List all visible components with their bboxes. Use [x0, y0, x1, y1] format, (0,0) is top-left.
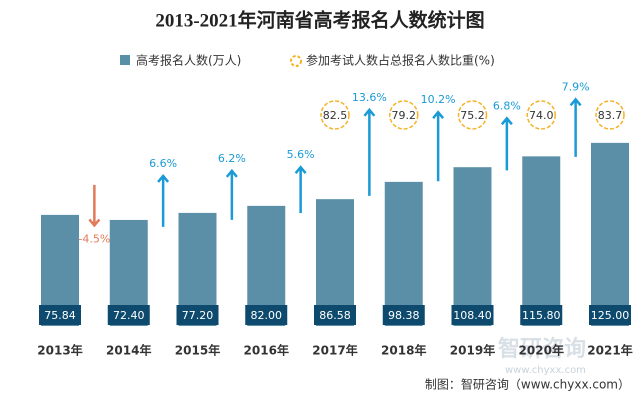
x-tick-label: 2017年: [312, 343, 357, 358]
growth-arrow: [157, 173, 170, 227]
growth-arrow: [500, 116, 513, 171]
growth-label: 6.6%: [149, 157, 177, 170]
value-label: 108.40: [453, 309, 492, 322]
value-label: 75.84: [44, 309, 76, 322]
growth-label: 10.2%: [421, 93, 456, 106]
value-label: 77.20: [182, 309, 214, 322]
growth-arrow: [432, 110, 445, 182]
value-label-box: [451, 305, 494, 325]
x-tick-label: 2015年: [175, 343, 220, 358]
growth-label: 6.2%: [218, 152, 246, 165]
growth-arrow: [225, 168, 238, 220]
value-label: 98.38: [388, 309, 420, 322]
growth-arrow: [363, 107, 376, 196]
value-label: 125.00: [591, 309, 630, 322]
bar: [591, 142, 629, 326]
x-tick-label: 2014年: [106, 343, 151, 358]
x-tick-label: 2016年: [244, 343, 289, 358]
source: 制图：智研咨询（www.chyxx.com）: [425, 377, 630, 392]
ratio-label: 75.2: [460, 109, 485, 122]
growth-arrow: [88, 184, 101, 228]
growth-label: 13.6%: [352, 91, 387, 104]
value-label: 72.40: [113, 309, 145, 322]
value-label-box: [589, 305, 631, 325]
value-label-box: [39, 305, 81, 325]
legend-label: 高考报名人数(万人): [136, 53, 241, 68]
ratio-marker: [457, 100, 488, 130]
value-label-box: [314, 305, 356, 325]
growth-label: 5.6%: [287, 148, 315, 161]
ratio-marker: [320, 100, 350, 130]
growth-label: -4.5%: [78, 232, 110, 245]
value-label: 86.58: [319, 309, 351, 322]
ratio-label: 83.7: [598, 109, 623, 122]
x-tick-label: 2018年: [381, 343, 426, 358]
bar: [316, 199, 354, 326]
x-tick-label: 2020年: [519, 343, 564, 358]
growth-arrow: [294, 165, 307, 214]
legend-label: 参加考试人数占总报名人数比重(%): [306, 53, 495, 68]
value-label: 115.80: [522, 309, 561, 322]
value-label-box: [245, 305, 288, 325]
watermark-url: www.chyxx.com: [505, 365, 586, 376]
growth-label: 7.9%: [562, 80, 590, 93]
legend-swatch: [290, 55, 302, 67]
bar: [453, 167, 492, 326]
chart-title: 2013-2021年河南省高考报名人数统计图: [155, 8, 484, 31]
value-label-box: [382, 305, 425, 325]
x-tick-label: 2013年: [37, 343, 82, 358]
ratio-marker: [526, 100, 556, 130]
x-tick-label: 2021年: [587, 343, 632, 358]
growth-label: 6.8%: [493, 99, 521, 112]
ratio-label: 82.5: [323, 109, 348, 122]
watermark: 智研咨询: [498, 336, 586, 362]
legend-swatch: [120, 55, 130, 65]
x-tick-label: 2019年: [450, 343, 495, 358]
ratio-label: 74.0: [529, 109, 554, 122]
bar: [384, 181, 423, 326]
value-label: 82.00: [251, 309, 283, 322]
value-label-box: [107, 305, 150, 325]
ratio-label: 79.2: [392, 109, 417, 122]
value-label-box: [176, 305, 219, 325]
ratio-marker: [389, 100, 419, 130]
bar: [522, 156, 561, 326]
ratio-marker: [595, 100, 625, 130]
value-label-box: [520, 305, 563, 325]
growth-arrow: [569, 97, 582, 157]
